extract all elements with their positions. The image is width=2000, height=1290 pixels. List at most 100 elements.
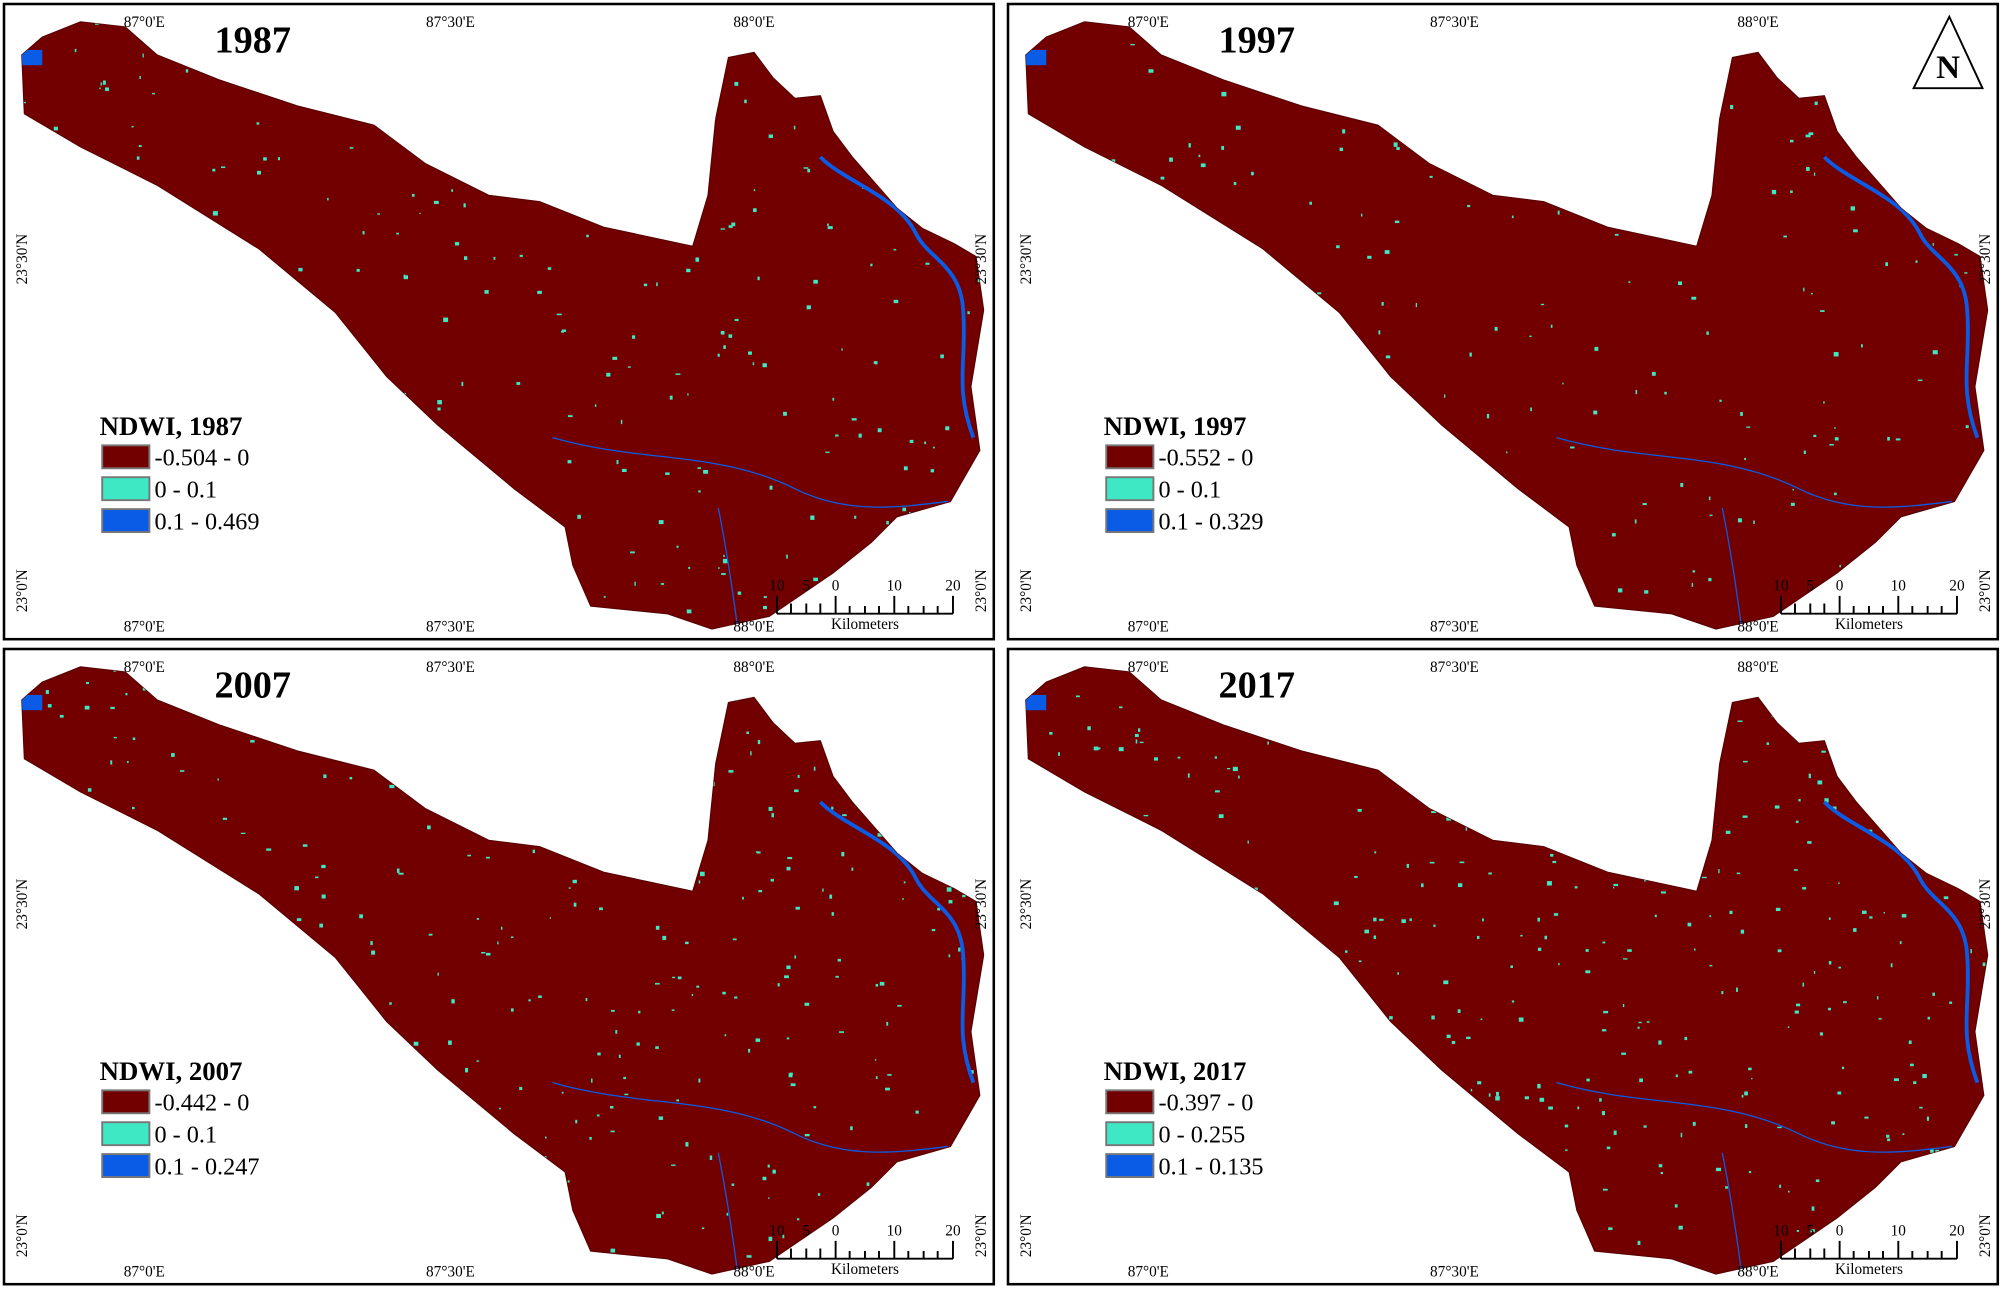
water-pixel — [1954, 253, 1958, 256]
water-pixel — [618, 1054, 621, 1058]
map-panel: 2017 87°0'E 87°0'E 87°30'E 87°30'E 88°0'E 88°0… — [1006, 647, 2000, 1286]
water-pixel — [902, 898, 904, 900]
water-pixel — [1766, 742, 1770, 745]
water-pixel — [1790, 190, 1793, 193]
water-pixel — [1658, 1164, 1663, 1168]
water-pixel — [437, 972, 439, 976]
water-pixel — [1793, 869, 1798, 871]
scale-bar: 10 5 0 10 20 Kilometers — [1773, 1223, 1965, 1278]
lon-label: 87°30'E — [426, 14, 475, 31]
water-pixel — [1111, 159, 1116, 163]
water-pixel — [1915, 260, 1918, 263]
water-pixel — [786, 1037, 790, 1040]
water-pixel — [1740, 929, 1745, 934]
water-pixel — [1339, 147, 1344, 152]
water-pixel — [1796, 1229, 1800, 1232]
water-pixel — [718, 567, 720, 569]
water-pixel — [1511, 215, 1514, 219]
water-pixel — [1746, 426, 1751, 428]
legend-swatch — [101, 1121, 151, 1147]
water-pixel — [74, 48, 77, 53]
water-pixel — [789, 1072, 793, 1076]
water-pixel — [1964, 272, 1968, 274]
water-pixel — [575, 1119, 578, 1124]
water-pixel — [732, 938, 737, 941]
scale-bar: 10 5 0 10 20 Kilometers — [769, 578, 961, 633]
water-pixel — [87, 788, 92, 792]
water-pixel — [1593, 410, 1598, 415]
water-pixel — [1693, 948, 1696, 951]
water-pixel — [463, 256, 468, 260]
water-pixel — [1160, 176, 1165, 180]
water-pixel — [1214, 790, 1220, 793]
water-pixel — [746, 731, 749, 734]
water-pixel — [1373, 917, 1377, 922]
river — [818, 155, 976, 439]
water-pixel — [1790, 502, 1795, 506]
lon-label: 87°0'E — [1128, 659, 1169, 676]
scale-tick-label: 5 — [1806, 578, 1814, 595]
water-pixel — [720, 331, 725, 335]
lat-label: 23°30'N — [1018, 879, 1035, 930]
lat-label: 23°30'N — [1018, 234, 1035, 285]
water-pixel — [850, 1126, 853, 1131]
water-pixel — [99, 87, 101, 89]
water-pixel — [1570, 446, 1575, 449]
water-pixel — [685, 941, 689, 945]
water-pixel — [1058, 752, 1060, 756]
water-pixel — [1908, 1040, 1912, 1045]
water-pixel — [256, 122, 260, 125]
water-pixel — [1807, 841, 1812, 844]
water-pixel — [612, 356, 618, 360]
water-pixel — [1188, 143, 1191, 148]
water-pixel — [131, 125, 134, 128]
lon-label: 88°0'E — [733, 1264, 774, 1281]
water-pixel — [762, 1176, 767, 1181]
water-pixel — [1637, 1240, 1641, 1245]
water-pixel — [443, 317, 449, 322]
water-pixel — [1585, 970, 1591, 974]
water-pixel — [686, 609, 692, 614]
lat-label: 23°30'N — [14, 234, 31, 285]
water-pixel — [1737, 518, 1742, 523]
water-pixel — [567, 460, 572, 464]
water-pixel — [671, 1164, 676, 1166]
water-pixel — [1565, 1149, 1568, 1151]
water-pixel — [1529, 335, 1532, 338]
water-pixel — [698, 1078, 701, 1083]
water-pixel — [677, 976, 682, 980]
water-pixel — [1451, 1041, 1456, 1044]
water-pixel — [1834, 437, 1839, 441]
water-pixel — [700, 871, 705, 877]
water-pixel — [486, 952, 491, 956]
water-pixel — [675, 373, 681, 375]
lon-label: 88°0'E — [1737, 1264, 1778, 1281]
water-pixel — [1869, 916, 1873, 919]
water-pixel — [1691, 296, 1697, 300]
water-pixel — [610, 1248, 616, 1253]
water-pixel — [1887, 1138, 1891, 1142]
water-pixel — [1134, 734, 1139, 738]
water-pixel — [1729, 910, 1733, 915]
water-pixel — [1792, 488, 1794, 491]
water-pixel — [45, 690, 49, 694]
legend-swatch — [101, 508, 151, 534]
legend-title: NDWI, 1987 — [100, 411, 243, 441]
water-pixel — [433, 200, 439, 204]
water-pixel — [851, 418, 857, 421]
water-pixel — [1742, 815, 1748, 818]
water-pixel — [831, 806, 834, 810]
water-pixel — [762, 363, 767, 368]
legend-swatch — [101, 1089, 151, 1115]
water-pixel — [411, 194, 415, 197]
water-pixel — [1660, 891, 1667, 894]
scale-tick-label: 10 — [887, 1223, 903, 1240]
water-pixel — [139, 76, 141, 79]
water-pixel — [1674, 1204, 1678, 1208]
water-pixel — [516, 382, 521, 385]
water-pixel — [875, 983, 879, 987]
water-pixel — [377, 213, 381, 215]
water-pixel — [389, 784, 395, 789]
water-pixel — [1394, 220, 1400, 224]
water-pixel — [813, 279, 818, 284]
